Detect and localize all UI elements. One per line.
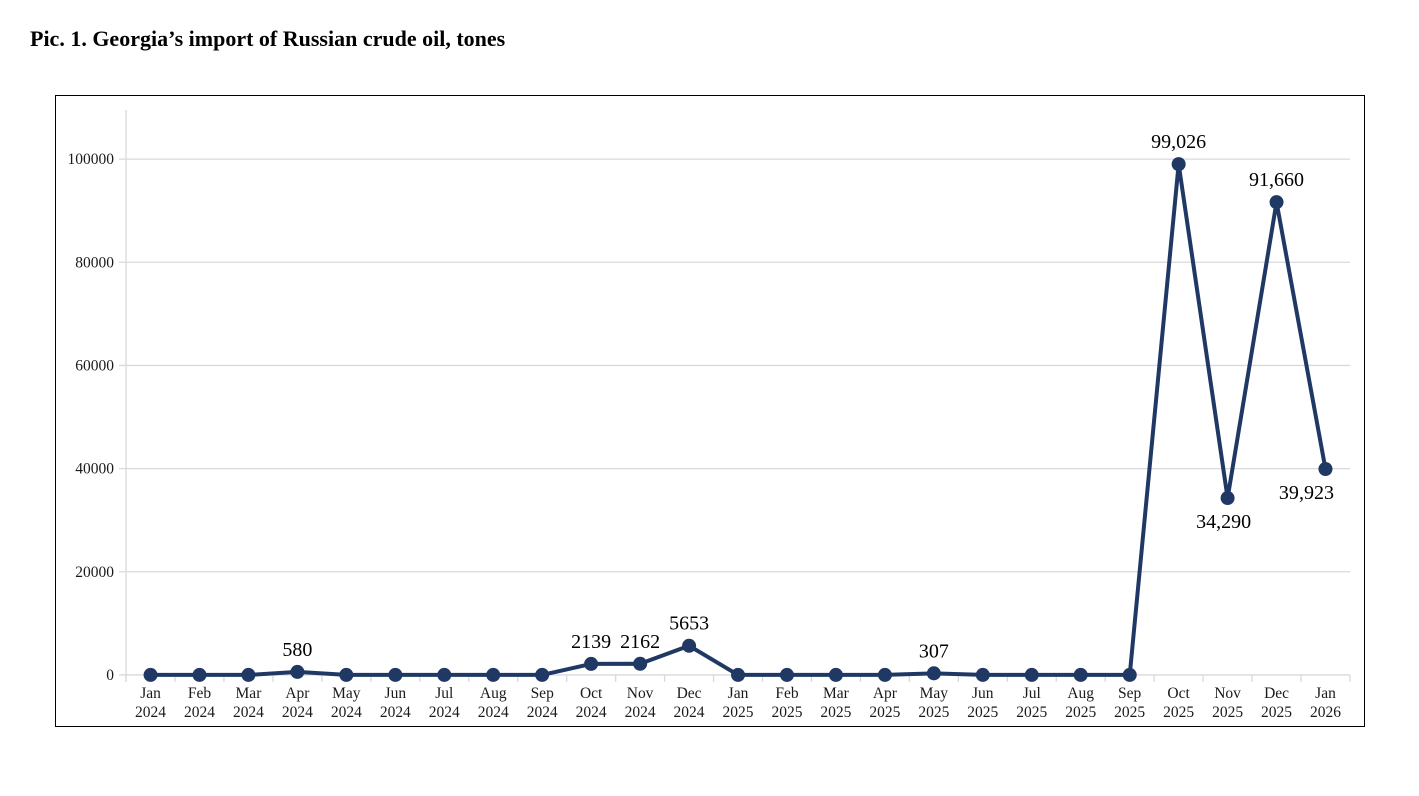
data-point (1269, 195, 1284, 210)
data-point (828, 667, 843, 682)
y-tick-label: 20000 (75, 564, 114, 581)
series (143, 157, 1333, 682)
axes (125, 110, 1351, 682)
data-point (1024, 667, 1039, 682)
x-tick-label: Aug 2024 (478, 685, 509, 721)
x-tick-label: Jan 2025 (723, 685, 754, 721)
data-point (926, 666, 941, 681)
data-point (143, 667, 158, 682)
data-point (339, 667, 354, 682)
data-label: 91,660 (1249, 169, 1304, 191)
data-label: 580 (282, 639, 312, 661)
y-tick-label: 0 (106, 667, 114, 684)
data-point (1318, 461, 1333, 477)
data-label: 39,923 (1279, 482, 1334, 504)
x-tick-label: Jun 2025 (967, 685, 998, 721)
data-point (975, 667, 990, 682)
x-axis-labels: Jan 2024 Feb 2024 Mar 2024 Apr 2024 May 2024 Jun 20… (135, 685, 1341, 721)
data-point (290, 664, 305, 679)
x-tick-label: Aug 2025 (1065, 685, 1096, 721)
data-point (1073, 667, 1088, 682)
chart-title: Pic. 1. Georgia’s import of Russian crud… (30, 26, 506, 51)
y-tick-label: 100000 (68, 151, 115, 168)
x-tick-label: Nov 2024 (625, 685, 656, 721)
data-point (535, 667, 550, 682)
data-point (779, 667, 794, 682)
x-tick-label: Jul 2025 (1016, 685, 1047, 721)
x-tick-label: Jan 2024 (135, 685, 166, 721)
y-axis-labels: 0 20000 40000 60000 80000 100000 (68, 151, 115, 684)
data-point (388, 667, 403, 682)
data-label: 2139 (571, 631, 611, 653)
data-point (1220, 491, 1235, 506)
x-tick-label: Oct 2024 (576, 685, 607, 721)
x-tick-label: Dec 2024 (674, 685, 705, 721)
x-tick-label: Apr 2025 (869, 685, 900, 721)
data-label: 5653 (669, 613, 709, 635)
data-point (731, 667, 746, 682)
x-tick-label: Feb 2025 (771, 685, 802, 721)
data-label: 2162 (620, 631, 660, 653)
data-point (877, 667, 892, 682)
x-tick-label: Mar 2025 (820, 685, 851, 721)
data-label: 34,290 (1196, 511, 1251, 533)
x-tick-label: Nov 2025 (1212, 685, 1243, 721)
data-point (584, 656, 599, 671)
gridlines (119, 158, 1350, 676)
x-tick-label: Dec 2025 (1261, 685, 1292, 721)
x-tick-label: Jul 2024 (429, 685, 460, 721)
data-point (1171, 157, 1186, 172)
y-tick-label: 60000 (75, 357, 114, 374)
data-label: 307 (919, 640, 949, 662)
x-tick-label: May 2025 (918, 685, 949, 721)
x-tick-label: Sep 2025 (1114, 685, 1145, 721)
data-labels: 580 2139 2162 5653 307 99,026 34,290 91,660 39,9… (282, 131, 1334, 662)
x-tick-label: Apr 2024 (282, 685, 313, 721)
x-tick-label: Feb 2024 (184, 685, 215, 721)
data-point (1122, 667, 1137, 682)
data-point (633, 656, 648, 671)
chart-frame: 0 20000 40000 60000 80000 100000 Jan 2024 Feb 202… (55, 95, 1365, 727)
data-point (192, 667, 207, 682)
y-tick-label: 40000 (75, 461, 114, 478)
data-point (486, 667, 501, 682)
series-line (148, 162, 1328, 677)
x-tick-label: Jan 2026 (1310, 685, 1341, 721)
x-tick-label: Sep 2024 (527, 685, 558, 721)
data-point (682, 638, 697, 653)
x-tick-label: Oct 2025 (1163, 685, 1194, 721)
x-tick-label: Jun 2024 (380, 685, 411, 721)
x-tick-label: Mar 2024 (233, 685, 264, 721)
data-point (241, 667, 256, 682)
line-chart: 0 20000 40000 60000 80000 100000 Jan 2024 Feb 202… (68, 110, 1351, 721)
data-point (437, 667, 452, 682)
y-tick-label: 80000 (75, 254, 114, 271)
data-label: 99,026 (1151, 131, 1206, 153)
x-tick-label: May 2024 (331, 685, 362, 721)
